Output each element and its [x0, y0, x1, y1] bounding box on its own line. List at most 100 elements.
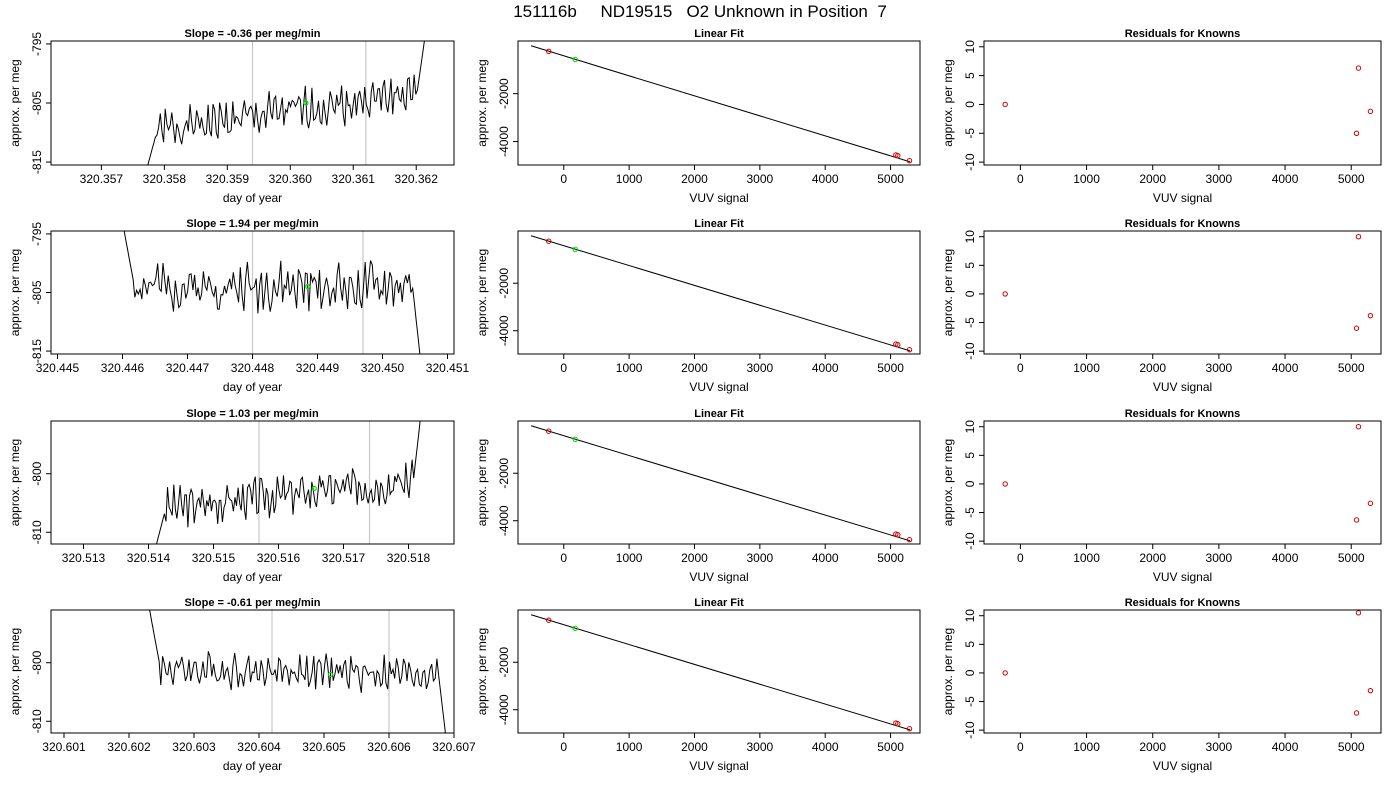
unknown-marker — [305, 284, 311, 290]
x-tick-label: 320.517 — [322, 551, 366, 565]
y-axis-label: approx. per meg — [941, 628, 955, 715]
y-axis-label: approx. per meg — [8, 439, 22, 526]
x-tick-label: 0 — [1017, 361, 1024, 375]
x-tick-label: 4000 — [812, 361, 839, 375]
y-tick-label: -4000 — [497, 315, 511, 346]
y-tick-label: -2000 — [497, 647, 511, 678]
plot-frame — [50, 40, 455, 166]
x-tick-label: 3000 — [1206, 740, 1233, 754]
x-tick-label: 320.451 — [426, 361, 470, 375]
data-point — [572, 625, 578, 631]
plot-area — [530, 45, 913, 164]
x-tick-label: 320.516 — [257, 551, 301, 565]
panel-title: Linear Fit — [694, 28, 744, 40]
y-tick-label: -805 — [30, 280, 44, 304]
x-tick-label: 320.606 — [367, 740, 411, 754]
panel-title: Residuals for Knowns — [1125, 218, 1241, 230]
panel-r3c2: Linear Fit 0 1000 2000 3000 4000 5000 -4000 -200… — [475, 408, 921, 584]
x-tick-label: 320.361 — [332, 172, 376, 186]
y-tick-label: -810 — [30, 709, 44, 733]
y-tick-label: -800 — [30, 650, 44, 674]
x-tick-label: 5000 — [1338, 551, 1365, 565]
y-tick-label: -795 — [30, 32, 44, 56]
y-tick-label: -800 — [30, 461, 44, 485]
panel-title: Slope = 1.03 per meg/min — [186, 408, 319, 420]
unknown-marker — [327, 671, 334, 678]
data-point — [1355, 424, 1362, 430]
plot-area — [1002, 65, 1374, 136]
panel-title: Residuals for Knowns — [1125, 28, 1241, 40]
data-point — [906, 157, 913, 164]
panel-r2c3: Residuals for Knowns 0 1000 2000 3000 4000 500… — [941, 218, 1382, 394]
x-tick-label: 4000 — [1272, 551, 1299, 565]
panel-r1c2: Linear Fit 0 1000 2000 3000 4000 5000 -4000 -200… — [475, 28, 921, 205]
x-tick-label: 320.357 — [80, 172, 124, 186]
x-axis-label: day of year — [223, 380, 282, 394]
x-tick-label: 320.603 — [172, 740, 216, 754]
plot-frame — [983, 230, 1382, 355]
data-point — [906, 347, 913, 353]
x-tick-label: 0 — [1017, 740, 1024, 754]
x-axis-label: day of year — [223, 759, 282, 773]
y-tick-label: -815 — [30, 150, 44, 174]
x-tick-label: 2000 — [1139, 172, 1166, 186]
data-point — [895, 532, 901, 538]
panel-title: Slope = -0.36 per meg/min — [184, 28, 320, 40]
x-tick-label: 320.358 — [143, 172, 187, 186]
fit-line — [530, 614, 911, 731]
x-axis-label: VUV signal — [1153, 380, 1212, 394]
panel-title: Linear Fit — [694, 597, 744, 609]
plot-area — [123, 231, 421, 354]
x-tick-label: 1000 — [1073, 740, 1100, 754]
x-tick-label: 0 — [560, 172, 567, 186]
panel-title: Slope = 1.94 per meg/min — [186, 218, 319, 230]
y-tick-label: -2000 — [497, 458, 511, 489]
y-tick-label: -4000 — [497, 126, 511, 157]
y-tick-label: 10 — [963, 609, 977, 623]
x-tick-label: 1000 — [616, 740, 643, 754]
x-tick-label: 4000 — [1272, 172, 1299, 186]
panel-r4c1: Slope = -0.61 per meg/min 320.601 320.602 3… — [8, 597, 476, 773]
x-tick-label: 1000 — [1073, 172, 1100, 186]
data-point — [546, 428, 552, 434]
data-point — [1355, 65, 1362, 71]
x-tick-label: 3000 — [747, 740, 774, 754]
plot-area — [1002, 234, 1374, 331]
data-point — [546, 617, 552, 623]
x-tick-label: 5000 — [1338, 740, 1365, 754]
panel-title: Slope = -0.61 per meg/min — [184, 597, 320, 609]
x-tick-label: 0 — [560, 551, 567, 565]
unknown-marker — [303, 100, 309, 106]
y-axis-label: approx. per meg — [475, 628, 489, 715]
x-tick-label: 3000 — [747, 551, 774, 565]
plot-frame — [50, 609, 455, 734]
plot-area — [1002, 610, 1374, 716]
x-tick-label: 320.362 — [395, 172, 439, 186]
x-tick-label: 4000 — [1272, 740, 1299, 754]
x-axis-label: VUV signal — [689, 191, 748, 205]
plot-area — [530, 425, 913, 543]
series-line — [123, 231, 421, 354]
y-axis-label: approx. per meg — [8, 249, 22, 336]
x-tick-label: 320.359 — [206, 172, 250, 186]
x-axis-label: VUV signal — [689, 570, 748, 584]
data-point — [1353, 517, 1360, 523]
x-tick-label: 0 — [560, 740, 567, 754]
panel-title: Residuals for Knowns — [1125, 597, 1241, 609]
x-tick-label: 320.450 — [361, 361, 405, 375]
x-tick-label: 5000 — [877, 361, 904, 375]
data-point — [1002, 481, 1008, 487]
fit-line — [530, 45, 911, 163]
x-tick-label: 320.605 — [302, 740, 346, 754]
panel-r1c3: Residuals for Knowns 0 1000 2000 3000 4000 500… — [941, 28, 1382, 205]
panel-r1c1: Slope = -0.36 per meg/min 320.357 320.358 3… — [8, 28, 455, 205]
data-point — [1002, 670, 1008, 676]
y-tick-label: -815 — [30, 339, 44, 363]
data-point — [895, 342, 901, 348]
y-tick-label: -5 — [963, 128, 977, 139]
y-tick-label: 0 — [963, 290, 977, 297]
series-line — [149, 610, 446, 733]
x-tick-label: 3000 — [1206, 361, 1233, 375]
x-tick-label: 0 — [1017, 551, 1024, 565]
y-axis-label: approx. per meg — [475, 59, 489, 146]
